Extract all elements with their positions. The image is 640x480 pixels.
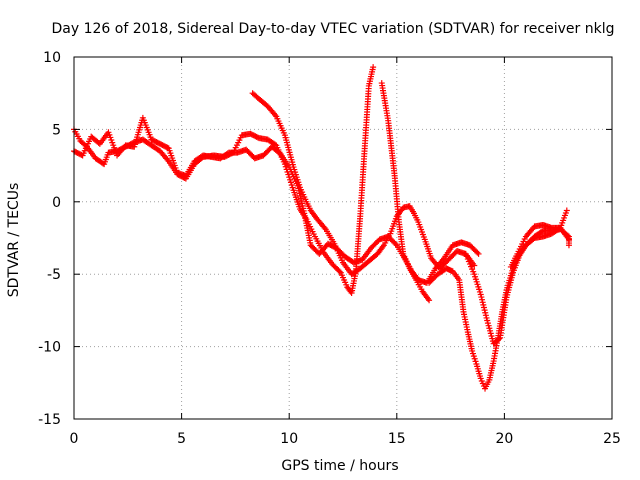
- x-axis-title: GPS time / hours: [281, 458, 398, 474]
- series-track-d: [378, 80, 433, 304]
- series-track-f: [462, 226, 572, 347]
- x-tick-label: 10: [280, 431, 298, 447]
- chart-title: Day 126 of 2018, Sidereal Day-to-day VTE…: [52, 21, 615, 37]
- series-track-e: [426, 207, 570, 392]
- data-point-marker: [287, 179, 294, 186]
- y-tick-label: -5: [47, 267, 61, 283]
- data-point-marker: [565, 242, 572, 249]
- data-point-marker: [471, 262, 478, 269]
- x-tick-label: 25: [603, 431, 621, 447]
- data-point-marker: [480, 304, 487, 311]
- series-track-c: [71, 114, 482, 286]
- data-point-marker: [563, 207, 570, 214]
- data-point-marker: [496, 335, 503, 342]
- data-point-marker: [474, 249, 481, 256]
- data-point-marker: [480, 301, 487, 308]
- x-tick-label: 15: [388, 431, 406, 447]
- data-point-marker: [469, 350, 476, 357]
- data-point-marker: [482, 312, 489, 319]
- grid-lines: [74, 57, 612, 419]
- y-tick-label: -10: [38, 340, 61, 356]
- axis-ticks: 0 5 10 15 20 25 10 5 0 -5 -10 -15: [38, 50, 621, 447]
- data-point-marker: [479, 299, 486, 306]
- y-tick-label: 0: [52, 195, 61, 211]
- data-point-marker: [287, 176, 294, 183]
- data-point-marker: [289, 184, 296, 191]
- plot-frame: [73, 56, 613, 420]
- data-point-marker: [336, 268, 343, 275]
- x-tick-label: 20: [495, 431, 513, 447]
- data-point-marker: [470, 353, 477, 360]
- data-point-marker: [426, 297, 433, 304]
- data-series: [71, 64, 572, 392]
- data-point-marker: [483, 314, 490, 321]
- data-point-marker: [164, 144, 171, 151]
- data-point-marker: [482, 309, 489, 316]
- data-point-marker: [471, 355, 478, 362]
- x-tick-label: 5: [177, 431, 186, 447]
- data-point-marker: [477, 291, 484, 298]
- data-point-marker: [288, 182, 295, 189]
- data-point-marker: [469, 347, 476, 354]
- y-tick-label: -15: [38, 412, 61, 428]
- data-point-marker: [478, 294, 485, 301]
- data-point-marker: [286, 174, 293, 181]
- data-point-marker: [475, 250, 482, 257]
- series-track-b: [249, 90, 478, 278]
- data-point-marker: [481, 307, 488, 314]
- y-tick-label: 5: [52, 122, 61, 138]
- data-point-marker: [565, 236, 572, 243]
- series-track-a: [71, 64, 377, 297]
- y-axis-title: SDTVAR / TECUs: [6, 183, 22, 298]
- x-tick-label: 0: [70, 431, 79, 447]
- data-point-marker: [370, 64, 377, 71]
- y-tick-label: 10: [43, 50, 61, 66]
- data-point-marker: [272, 141, 279, 148]
- data-point-marker: [472, 358, 479, 365]
- data-point-marker: [479, 296, 486, 303]
- data-point-marker: [392, 240, 399, 247]
- series-track-g: [507, 221, 572, 270]
